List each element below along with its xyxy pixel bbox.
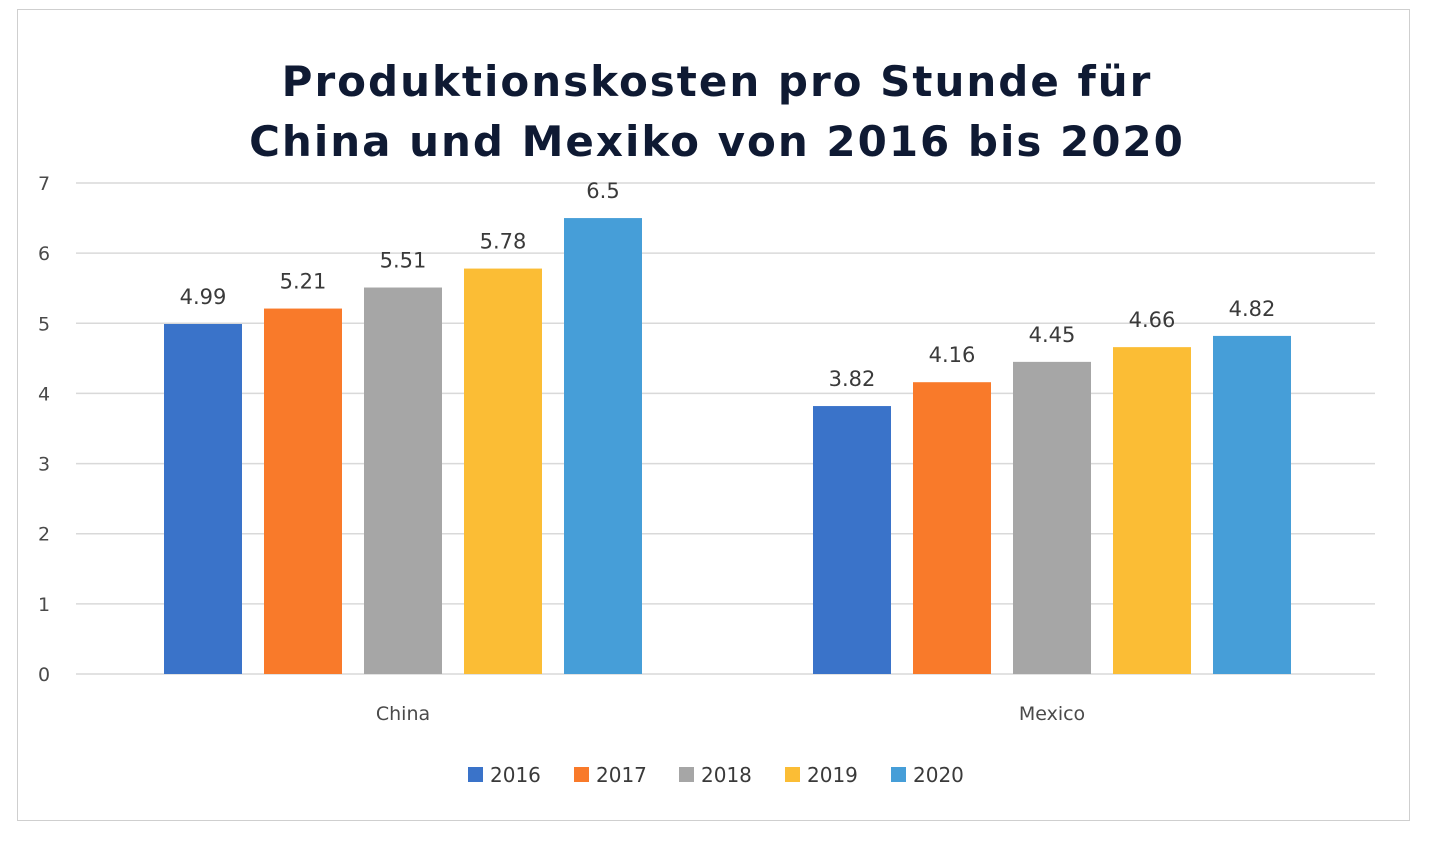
legend-swatch-2020 bbox=[891, 767, 906, 782]
data-label: 4.82 bbox=[1229, 297, 1276, 321]
y-tick-label: 6 bbox=[38, 243, 50, 265]
data-label: 5.78 bbox=[480, 230, 527, 254]
bar-chart: Produktionskosten pro Stunde für China u… bbox=[38, 57, 1375, 787]
chart-frame: Produktionskosten pro Stunde für China u… bbox=[17, 9, 1410, 821]
chart-title: Produktionskosten pro Stunde für China u… bbox=[249, 57, 1185, 166]
x-category-label: China bbox=[376, 703, 430, 725]
bar-mexico-2019 bbox=[1113, 347, 1191, 674]
y-tick-label: 3 bbox=[38, 454, 50, 476]
y-tick-label: 2 bbox=[38, 524, 50, 546]
legend-swatch-2017 bbox=[574, 767, 589, 782]
y-axis: 0 1 2 3 4 5 6 7 bbox=[38, 173, 50, 686]
y-tick-label: 5 bbox=[38, 313, 50, 335]
data-label: 4.99 bbox=[180, 285, 227, 309]
y-tick-label: 7 bbox=[38, 173, 50, 195]
bar-mexico-2017 bbox=[913, 382, 991, 674]
bar-china-2019 bbox=[464, 268, 542, 674]
data-label: 4.66 bbox=[1129, 308, 1176, 332]
legend-label-2019: 2019 bbox=[807, 763, 858, 787]
legend-swatch-2018 bbox=[679, 767, 694, 782]
legend: 2016 2017 2018 2019 2020 bbox=[468, 763, 964, 787]
data-label: 6.5 bbox=[586, 179, 619, 203]
bar-mexico-2020 bbox=[1213, 335, 1291, 674]
legend-label-2018: 2018 bbox=[701, 763, 752, 787]
y-tick-label: 1 bbox=[38, 594, 50, 616]
x-category-label: Mexico bbox=[1019, 703, 1085, 725]
chart-title-line-1: Produktionskosten pro Stunde für bbox=[282, 57, 1153, 106]
bars bbox=[164, 218, 1291, 675]
y-tick-label: 0 bbox=[38, 664, 50, 686]
data-label: 5.21 bbox=[280, 270, 327, 294]
bar-china-2018 bbox=[364, 287, 442, 674]
bar-china-2016 bbox=[164, 323, 242, 674]
legend-swatch-2019 bbox=[785, 767, 800, 782]
data-labels: 4.99 5.21 5.51 5.78 6.5 3.82 4.16 4.45 4.66 4.82 bbox=[180, 179, 1276, 391]
bar-mexico-2018 bbox=[1013, 361, 1091, 674]
data-label: 5.51 bbox=[380, 249, 427, 273]
data-label: 4.45 bbox=[1029, 323, 1076, 347]
bar-china-2017 bbox=[264, 308, 342, 674]
bar-mexico-2016 bbox=[813, 406, 891, 674]
y-tick-label: 4 bbox=[38, 383, 50, 405]
data-label: 3.82 bbox=[829, 367, 876, 391]
legend-label-2016: 2016 bbox=[490, 763, 541, 787]
chart-title-line-2: China und Mexiko von 2016 bis 2020 bbox=[249, 117, 1185, 166]
legend-label-2017: 2017 bbox=[596, 763, 647, 787]
data-label: 4.16 bbox=[929, 343, 976, 367]
bar-china-2020 bbox=[564, 218, 642, 675]
legend-swatch-2016 bbox=[468, 767, 483, 782]
x-axis: China Mexico bbox=[376, 703, 1085, 725]
legend-label-2020: 2020 bbox=[913, 763, 964, 787]
